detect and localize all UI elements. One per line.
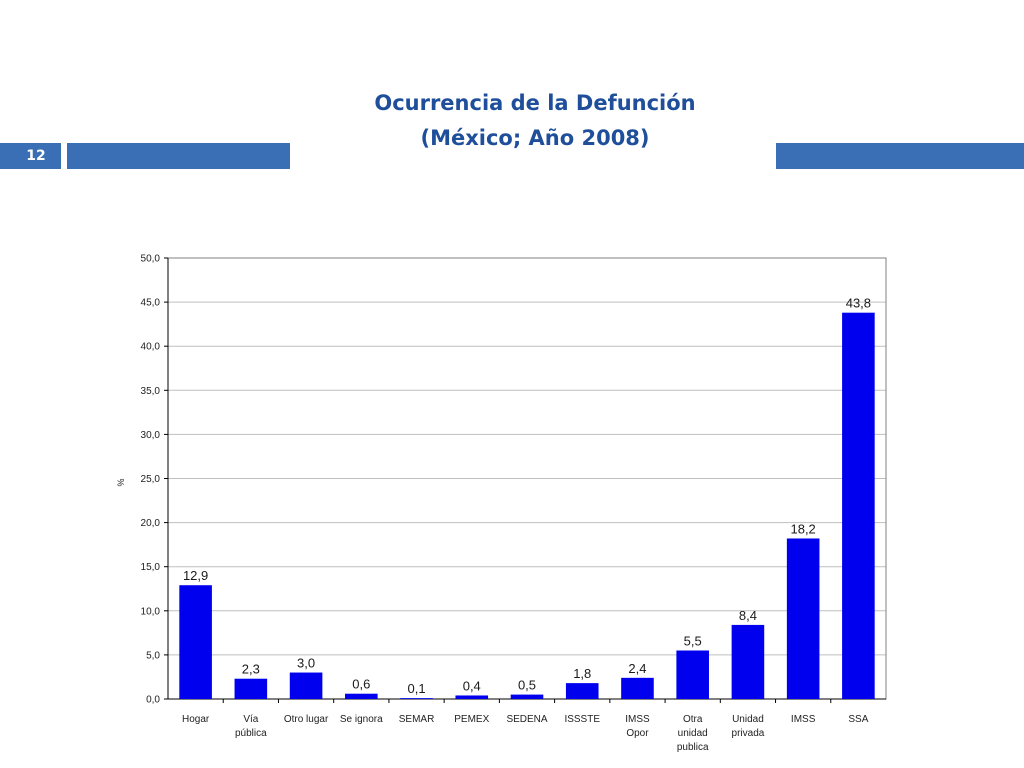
y-tick-label: 40,0 xyxy=(141,342,161,353)
category-label: SEMAR xyxy=(399,714,435,725)
grid-lines xyxy=(168,257,886,656)
bar xyxy=(400,698,433,699)
data-label: 5,5 xyxy=(684,633,702,648)
data-label: 12,9 xyxy=(183,568,208,583)
category-labels: Hogar Vía pública Otro lugar Se ignora SEMAR P… xyxy=(182,714,869,753)
data-label: 2,4 xyxy=(628,661,646,676)
category-label: IMSS xyxy=(791,714,816,725)
bar xyxy=(676,650,709,699)
bars xyxy=(179,312,875,699)
y-tick-label: 50,0 xyxy=(141,254,161,265)
data-label: 43,8 xyxy=(846,296,871,311)
bar xyxy=(621,677,654,699)
bar xyxy=(731,624,765,699)
y-tick-label: 20,0 xyxy=(141,518,161,529)
category-label: Vía pública xyxy=(235,714,267,739)
data-label: 0,4 xyxy=(463,678,481,693)
data-label: 8,4 xyxy=(739,608,757,623)
header-band-left-edge xyxy=(0,143,11,169)
category-label: Hogar xyxy=(182,714,210,725)
bar xyxy=(345,693,378,699)
category-label: SEDENA xyxy=(506,714,547,725)
data-label: 0,6 xyxy=(352,677,370,692)
y-tick-label: 45,0 xyxy=(141,298,161,309)
bar xyxy=(455,695,489,699)
category-label: Se ignora xyxy=(340,714,383,725)
data-label: 1,8 xyxy=(573,666,591,681)
slide-number: 12 xyxy=(11,143,61,169)
bar xyxy=(786,538,820,699)
category-label: PEMEX xyxy=(454,714,489,725)
y-tick-label: 0,0 xyxy=(146,695,160,706)
category-label: Unidad privada xyxy=(732,714,765,739)
bar xyxy=(179,585,212,699)
y-tick-label: 10,0 xyxy=(141,606,161,617)
y-tick-labels: 0,0 5,0 10,0 15,0 20,0 25,0 30,0 35,0 40,0 45,0 50… xyxy=(141,254,161,706)
y-axis-label: % xyxy=(116,478,126,486)
bar xyxy=(289,672,323,699)
category-label: Otra unidad publica xyxy=(677,714,709,753)
data-label: 2,3 xyxy=(242,662,260,677)
data-label: 3,0 xyxy=(297,656,315,671)
y-tick-label: 15,0 xyxy=(141,562,161,573)
category-label: SSA xyxy=(848,714,868,725)
chart-title-line-1: Ocurrencia de la Defunción xyxy=(374,91,696,115)
header-band-left xyxy=(67,143,290,169)
y-tick-label: 35,0 xyxy=(141,386,161,397)
header-band-right xyxy=(776,143,1024,169)
bar xyxy=(234,678,268,699)
data-label: 0,1 xyxy=(407,681,425,696)
chart-title-line-2: (México; Año 2008) xyxy=(420,126,650,150)
y-tick-label: 30,0 xyxy=(141,430,161,441)
data-labels: 12,9 2,3 3,0 0,6 0,1 0,4 0,5 1,8 2,4 5,5 8,4 18,2 43… xyxy=(183,296,871,696)
bar xyxy=(510,694,544,699)
category-label: Otro lugar xyxy=(284,714,329,725)
bar xyxy=(565,683,599,699)
axes xyxy=(164,257,887,703)
data-label: 18,2 xyxy=(790,521,815,536)
chart-title: Ocurrencia de la Defunción (México; Año … xyxy=(330,86,740,156)
category-label: ISSSTE xyxy=(564,714,600,725)
data-label: 0,5 xyxy=(518,678,536,693)
y-tick-label: 25,0 xyxy=(141,474,161,485)
category-label: IMSS Opor xyxy=(625,714,650,739)
y-tick-label: 5,0 xyxy=(146,650,160,661)
bar xyxy=(842,312,875,699)
